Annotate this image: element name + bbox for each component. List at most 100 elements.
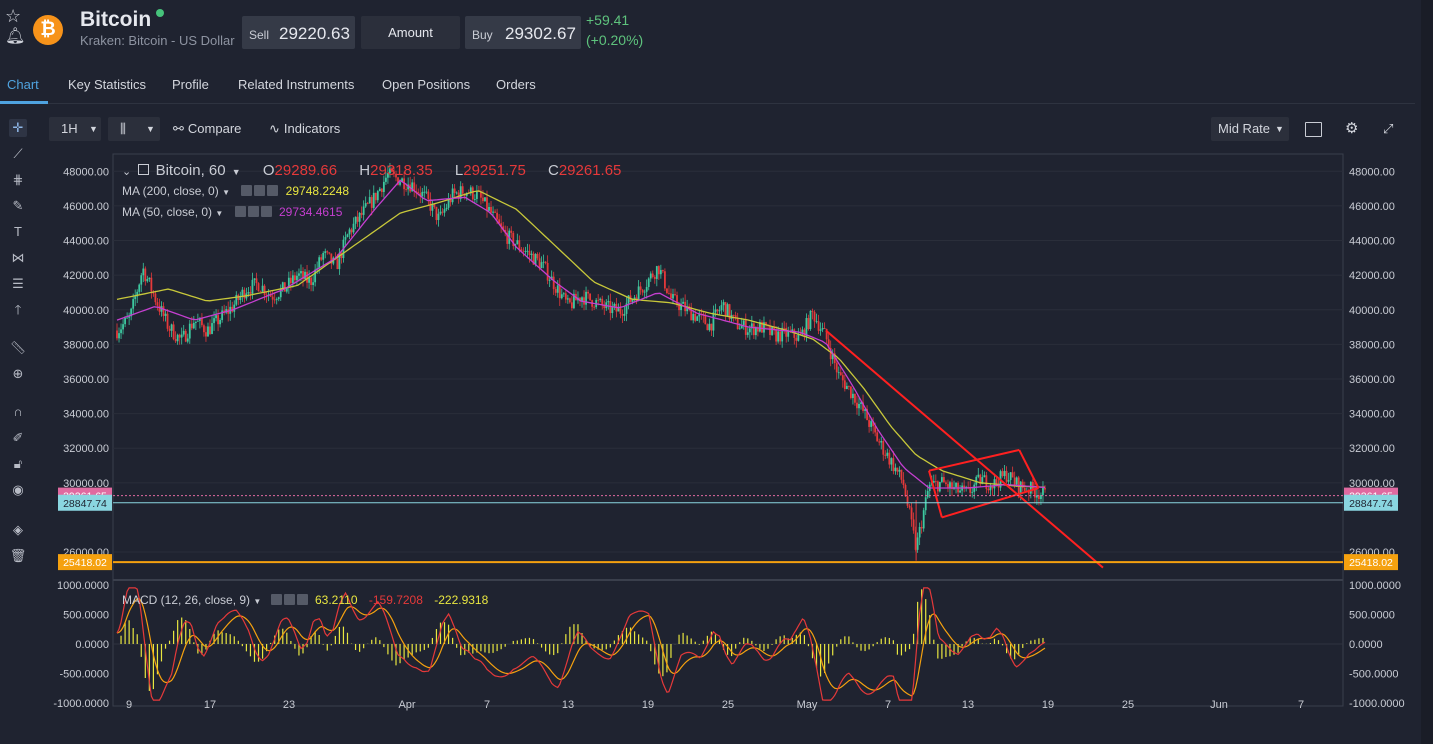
candle-body xyxy=(664,271,666,289)
close-icon[interactable] xyxy=(296,594,308,605)
candle-body xyxy=(754,327,757,336)
chevron-down-icon[interactable]: ▼ xyxy=(231,167,241,177)
brush-icon[interactable]: ✎ xyxy=(12,198,24,213)
ruler-icon[interactable]: 📏︎ xyxy=(9,340,27,355)
eye-icon[interactable] xyxy=(234,206,246,217)
text-tool-icon[interactable]: T xyxy=(14,224,22,239)
amount-input[interactable]: Amount xyxy=(361,16,460,49)
ma50-value: 29734.4615 xyxy=(279,205,343,219)
tab-key-statistics[interactable]: Key Statistics xyxy=(68,77,147,92)
candle-body xyxy=(556,285,559,293)
collapse-icon[interactable]: ⌄ xyxy=(122,166,132,178)
lock-icon[interactable]: 🔓︎ xyxy=(13,456,23,471)
eye-icon[interactable] xyxy=(270,594,282,605)
chevron-down-icon[interactable]: ▼ xyxy=(253,597,262,606)
candle-body xyxy=(969,487,972,493)
live-status-dot xyxy=(156,9,164,17)
candle-body xyxy=(184,330,187,342)
indicators-button[interactable]: ∿ Indicators xyxy=(269,117,359,141)
fullscreen-box-icon[interactable] xyxy=(1305,117,1325,141)
crosshair-icon[interactable]: ✛ xyxy=(9,119,27,137)
candle-body xyxy=(674,294,676,296)
fib-tool-icon[interactable]: ⋕ xyxy=(12,172,24,187)
x-tick-label: 17 xyxy=(204,699,216,711)
ma200-value: 29748.2248 xyxy=(285,184,350,198)
pattern-icon[interactable]: ⋈ xyxy=(11,250,25,265)
trash-icon[interactable]: 🗑︎ xyxy=(9,548,27,563)
candle-body xyxy=(951,482,953,489)
x-tick-label: 25 xyxy=(1122,699,1134,711)
arrow-up-icon[interactable]: 🡑 xyxy=(14,302,22,317)
candle-body xyxy=(991,486,994,489)
prediction-icon[interactable]: ☰ xyxy=(12,276,24,291)
candle-body xyxy=(987,488,990,491)
candle-body xyxy=(641,289,644,293)
y-tick-left: 30000.00 xyxy=(63,478,109,490)
candle-body xyxy=(904,484,907,497)
settings-gear-icon[interactable]: ⚙ xyxy=(1345,120,1359,137)
candle-body xyxy=(761,321,763,333)
pencil-lock-icon[interactable]: ✐ xyxy=(12,430,24,445)
rate-mode-dropdown[interactable]: Mid Rate ▼ xyxy=(1211,117,1289,141)
candle-body xyxy=(609,301,612,314)
price-chart[interactable]: 48000.00 48000.00 46000.00 46000.00 44000.00… xyxy=(45,150,1415,712)
settings-icon[interactable] xyxy=(247,206,259,217)
price-change-percent: (+0.20%) xyxy=(586,32,644,48)
candle-body xyxy=(134,296,137,300)
page-scrollbar[interactable] xyxy=(1421,0,1433,744)
macd-tick-left: -1000.0000 xyxy=(53,698,109,710)
candle-body xyxy=(995,479,998,484)
tab-related-instruments[interactable]: Related Instruments xyxy=(238,77,355,92)
candle-body xyxy=(469,187,472,194)
tab-profile[interactable]: Profile xyxy=(172,77,209,92)
chevron-down-icon[interactable]: ▼ xyxy=(222,188,230,197)
settings-icon[interactable] xyxy=(254,185,266,196)
bell-icon[interactable]: 🔔︎ xyxy=(5,28,26,45)
candle-body xyxy=(977,474,980,477)
tab-orders[interactable]: Orders xyxy=(496,77,536,92)
magnet-icon[interactable]: ∩ xyxy=(13,404,23,419)
channel-upper-line xyxy=(928,448,1020,472)
candle-body xyxy=(291,275,294,284)
chart-canvas[interactable]: 48000.00 48000.00 46000.00 46000.00 44000.00… xyxy=(45,150,1415,712)
expand-icon[interactable]: ⤢ xyxy=(1383,121,1394,136)
candle-body xyxy=(791,329,794,332)
trend-line-icon[interactable]: ⟋ xyxy=(13,146,23,161)
eye-icon[interactable]: ◉ xyxy=(12,482,24,497)
compare-button[interactable]: ⚯ Compare xyxy=(173,117,253,141)
candle-body xyxy=(138,284,141,292)
candle-body xyxy=(601,298,604,305)
candle-body xyxy=(809,310,812,330)
candle-body xyxy=(417,192,420,194)
toggle-box-icon[interactable] xyxy=(138,164,150,175)
candle-body xyxy=(176,334,179,342)
x-tick-label: 9 xyxy=(126,699,132,711)
candle-body xyxy=(397,177,399,185)
star-icon[interactable]: ☆ xyxy=(5,6,22,26)
interval-dropdown[interactable]: 1H ▼ xyxy=(49,117,101,141)
candle-body xyxy=(862,402,864,411)
close-icon[interactable] xyxy=(267,185,279,196)
tab-chart[interactable]: Chart xyxy=(7,77,39,92)
candle-body xyxy=(637,286,640,301)
tab-open-positions[interactable]: Open Positions xyxy=(382,77,471,92)
sell-quote-button[interactable]: Sell 29220.63 xyxy=(242,16,355,49)
candle-body xyxy=(247,292,250,294)
chart-type-dropdown[interactable]: ⫼ ▼ xyxy=(108,117,160,141)
candle-body xyxy=(126,317,129,319)
support-level-badge-right: 25418.02 xyxy=(1349,557,1393,569)
candle-body xyxy=(190,323,193,329)
layers-icon[interactable]: ◈ xyxy=(13,522,23,537)
candle-body xyxy=(221,310,224,320)
candle-body xyxy=(194,321,197,323)
chevron-down-icon[interactable]: ▼ xyxy=(215,209,224,218)
candle-body xyxy=(728,304,731,320)
candle-body xyxy=(763,322,765,333)
candle-body xyxy=(279,288,282,298)
candle-body xyxy=(771,327,773,335)
zoom-in-icon[interactable]: ⊕ xyxy=(12,366,24,381)
settings-icon[interactable] xyxy=(283,594,295,605)
buy-quote-button[interactable]: Buy 29302.67 xyxy=(465,16,581,49)
close-icon[interactable] xyxy=(260,206,272,217)
eye-icon[interactable] xyxy=(241,185,253,196)
